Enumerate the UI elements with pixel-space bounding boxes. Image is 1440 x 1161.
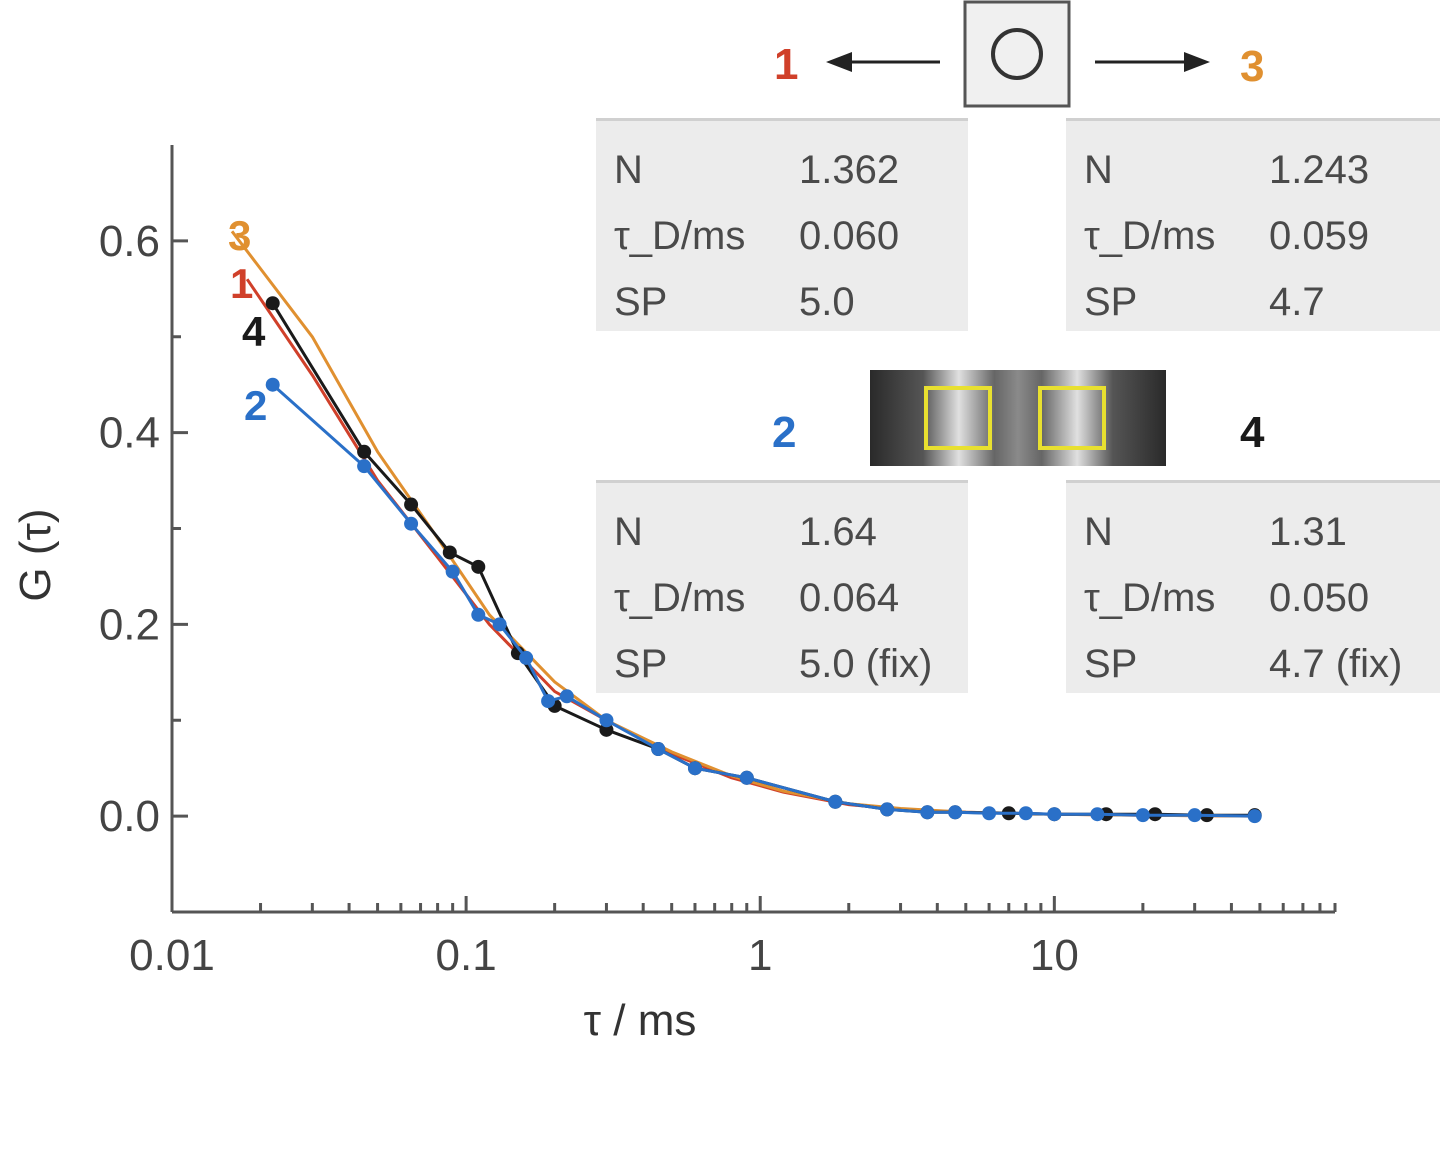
param-key: SP (1084, 641, 1138, 686)
data-point-2 (1187, 808, 1202, 823)
data-point-2 (880, 802, 895, 817)
data-point-2 (739, 770, 754, 785)
y-tick-label: 0.2 (99, 600, 160, 649)
param-value: 1.362 (799, 147, 900, 192)
data-point-4 (471, 559, 486, 574)
x-tick-label: 10 (1030, 931, 1079, 980)
param-key: τ_D/ms (614, 213, 746, 258)
params-panel-1: N 1.362 τ_D/ms 0.060 SP 5.0 (596, 118, 968, 331)
data-point-2 (445, 564, 460, 579)
data-point-4 (599, 722, 614, 737)
param-key: SP (614, 641, 668, 686)
data-point-2 (920, 805, 935, 820)
data-point-4 (265, 296, 280, 311)
data-point-2 (519, 650, 534, 665)
data-point-4 (442, 545, 457, 560)
param-value: 4.7 (fix) (1269, 641, 1403, 686)
y-tick-label: 0.0 (99, 792, 160, 841)
pixel-box-2 (924, 386, 992, 450)
pinhole-circle-icon (991, 28, 1043, 80)
param-key: τ_D/ms (1084, 575, 1216, 620)
y-tick-label: 0.6 (99, 217, 160, 266)
curve-label-1: 1 (230, 260, 253, 307)
param-key: N (1084, 147, 1113, 192)
param-key: N (614, 509, 643, 554)
param-key: N (1084, 509, 1113, 554)
param-value: 0.059 (1269, 213, 1370, 258)
plot-axes: 0.0 0.2 0.4 0.6 0.01 0.1 1 10 (99, 145, 1337, 980)
data-point-2 (1135, 808, 1150, 823)
plot-series (230, 230, 1262, 824)
series-line-2 (271, 383, 1255, 818)
data-point-2 (687, 761, 702, 776)
data-point-2 (559, 689, 574, 704)
data-point-2 (492, 617, 507, 632)
data-point-2 (948, 805, 963, 820)
param-value: 0.060 (799, 213, 900, 258)
curve-label-3: 3 (228, 212, 251, 259)
params-table-3: N 1.243 τ_D/ms 0.059 SP 4.7 (1084, 137, 1369, 335)
params-table-4: N 1.31 τ_D/ms 0.050 SP 4.7 (fix) (1084, 499, 1402, 697)
pixel-box-4 (1038, 386, 1106, 450)
inset-label-1: 1 (774, 40, 799, 89)
x-tick-label: 0.01 (129, 931, 215, 980)
param-value: 5.0 (799, 279, 855, 324)
curve-label-2: 2 (244, 382, 267, 429)
data-point-4 (404, 497, 419, 512)
param-key: τ_D/ms (614, 575, 746, 620)
param-value: 1.64 (799, 509, 877, 554)
param-value: 1.31 (1269, 509, 1347, 554)
inset-label-3: 3 (1240, 42, 1265, 91)
y-axis-label: G (τ) (11, 508, 60, 601)
params-table-2: N 1.64 τ_D/ms 0.064 SP 5.0 (fix) (614, 499, 932, 697)
inset-label-2: 2 (772, 408, 797, 457)
param-value: 5.0 (fix) (799, 641, 933, 686)
camera-image (870, 370, 1166, 466)
pinhole-box-icon (963, 0, 1071, 108)
data-point-2 (599, 713, 614, 728)
params-panel-2: N 1.64 τ_D/ms 0.064 SP 5.0 (fix) (596, 480, 968, 693)
data-point-4 (357, 444, 372, 459)
data-point-2 (265, 377, 280, 392)
data-point-2 (1090, 807, 1105, 822)
inset-label-4: 4 (1240, 408, 1265, 457)
data-point-2 (357, 459, 372, 474)
params-table-1: N 1.362 τ_D/ms 0.060 SP 5.0 (614, 137, 899, 335)
param-value: 4.7 (1269, 279, 1325, 324)
params-panel-3: N 1.243 τ_D/ms 0.059 SP 4.7 (1066, 118, 1440, 331)
param-key: N (614, 147, 643, 192)
param-value: 0.064 (799, 575, 900, 620)
data-point-2 (404, 516, 419, 531)
param-value: 1.243 (1269, 147, 1370, 192)
x-axis-label: τ / ms (584, 996, 697, 1045)
data-point-2 (541, 694, 556, 709)
curve-label-4: 4 (242, 308, 266, 355)
param-key: τ_D/ms (1084, 213, 1216, 258)
x-tick-label: 0.1 (436, 931, 497, 980)
data-point-2 (1047, 807, 1062, 822)
data-point-2 (982, 806, 997, 821)
y-tick-label: 0.4 (99, 409, 160, 458)
data-point-2 (1247, 809, 1262, 824)
param-key: SP (614, 279, 668, 324)
data-point-2 (471, 607, 486, 622)
right-arrow-head-icon (1184, 52, 1210, 72)
data-point-2 (1018, 806, 1033, 821)
param-value: 0.050 (1269, 575, 1370, 620)
params-panel-4: N 1.31 τ_D/ms 0.050 SP 4.7 (fix) (1066, 480, 1440, 693)
x-tick-label: 1 (748, 931, 772, 980)
data-point-2 (651, 742, 666, 757)
param-key: SP (1084, 279, 1138, 324)
left-arrow-head-icon (826, 52, 852, 72)
data-point-2 (828, 794, 843, 809)
